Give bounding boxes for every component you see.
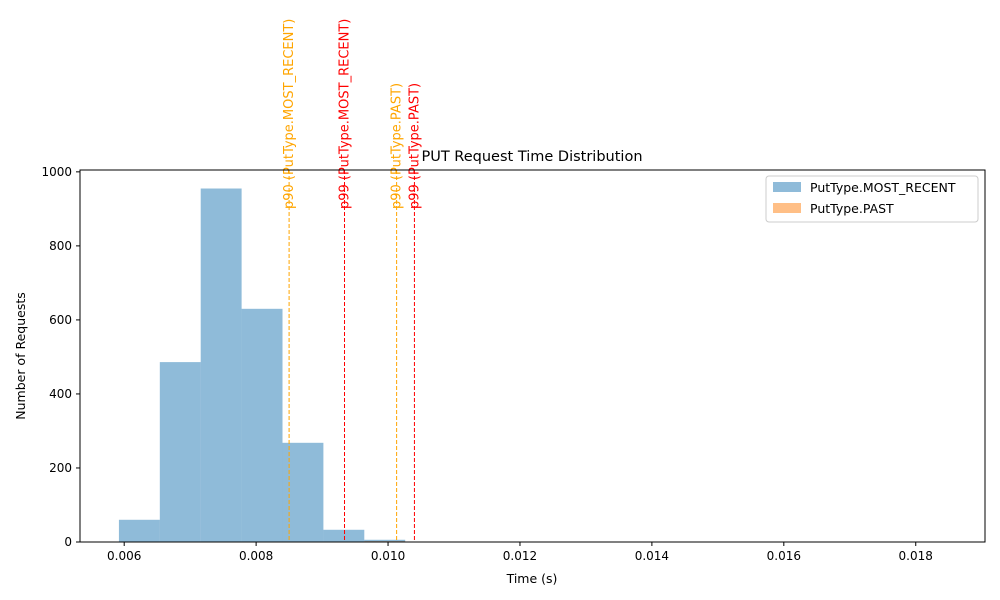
- chart-title: PUT Request Time Distribution: [421, 149, 642, 165]
- legend-label-1: PutType.PAST: [810, 201, 894, 216]
- percentile-label-2: p90 (PutType.PAST): [390, 83, 405, 209]
- legend-label-0: PutType.MOST_RECENT: [810, 180, 956, 195]
- bars-layer: [118, 188, 937, 543]
- x-tick-label-4: 0.014: [635, 549, 669, 563]
- legend: PutType.MOST_RECENT PutType.PAST: [765, 175, 979, 223]
- x-tick-label-5: 0.016: [767, 549, 801, 563]
- y-tick-label-2: 400: [49, 387, 72, 401]
- x-tick-label-3: 0.012: [503, 549, 537, 563]
- axes-frame: [79, 169, 986, 543]
- y-axis-label: Number of Requests: [13, 292, 28, 420]
- percentile-label-1: p99 (PutType.MOST_RECENT): [338, 19, 353, 209]
- y-tick-label-0: 0: [64, 535, 72, 549]
- x-axis-label: Time (s): [506, 571, 558, 586]
- legend-swatch-1: [773, 203, 801, 213]
- histogram-bar-series-0-bin-0: [118, 519, 160, 542]
- y-tick-label-1: 200: [49, 461, 72, 475]
- x-tick-label-2: 0.010: [371, 549, 405, 563]
- histogram-bar-series-0-bin-6: [364, 539, 406, 542]
- y-ticks: 0 200 400 600 800 1000: [41, 165, 80, 549]
- y-tick-label-3: 600: [49, 313, 72, 327]
- histogram-bar-series-0-bin-2: [200, 188, 242, 543]
- y-tick-label-4: 800: [49, 239, 72, 253]
- histogram-bar-series-0-bin-5: [323, 529, 365, 542]
- x-tick-label-1: 0.008: [239, 549, 273, 563]
- percentile-label-3: p99 (PutType.PAST): [407, 83, 422, 209]
- x-ticks: 0.006 0.008 0.010 0.012 0.014 0.016 0.018: [107, 542, 933, 563]
- percentile-label-0: p90 (PutType.MOST_RECENT): [282, 19, 297, 209]
- legend-swatch-0: [773, 182, 801, 192]
- histogram-bar-series-0-bin-1: [159, 362, 201, 542]
- legend-frame: [765, 175, 979, 223]
- histogram-bar-series-0-bin-3: [241, 308, 283, 542]
- x-tick-label-6: 0.018: [899, 549, 933, 563]
- x-tick-label-0: 0.006: [107, 549, 141, 563]
- percentile-lines-layer: p90 (PutType.MOST_RECENT) p99 (PutType.MO…: [282, 19, 422, 542]
- y-tick-label-5: 1000: [41, 165, 72, 179]
